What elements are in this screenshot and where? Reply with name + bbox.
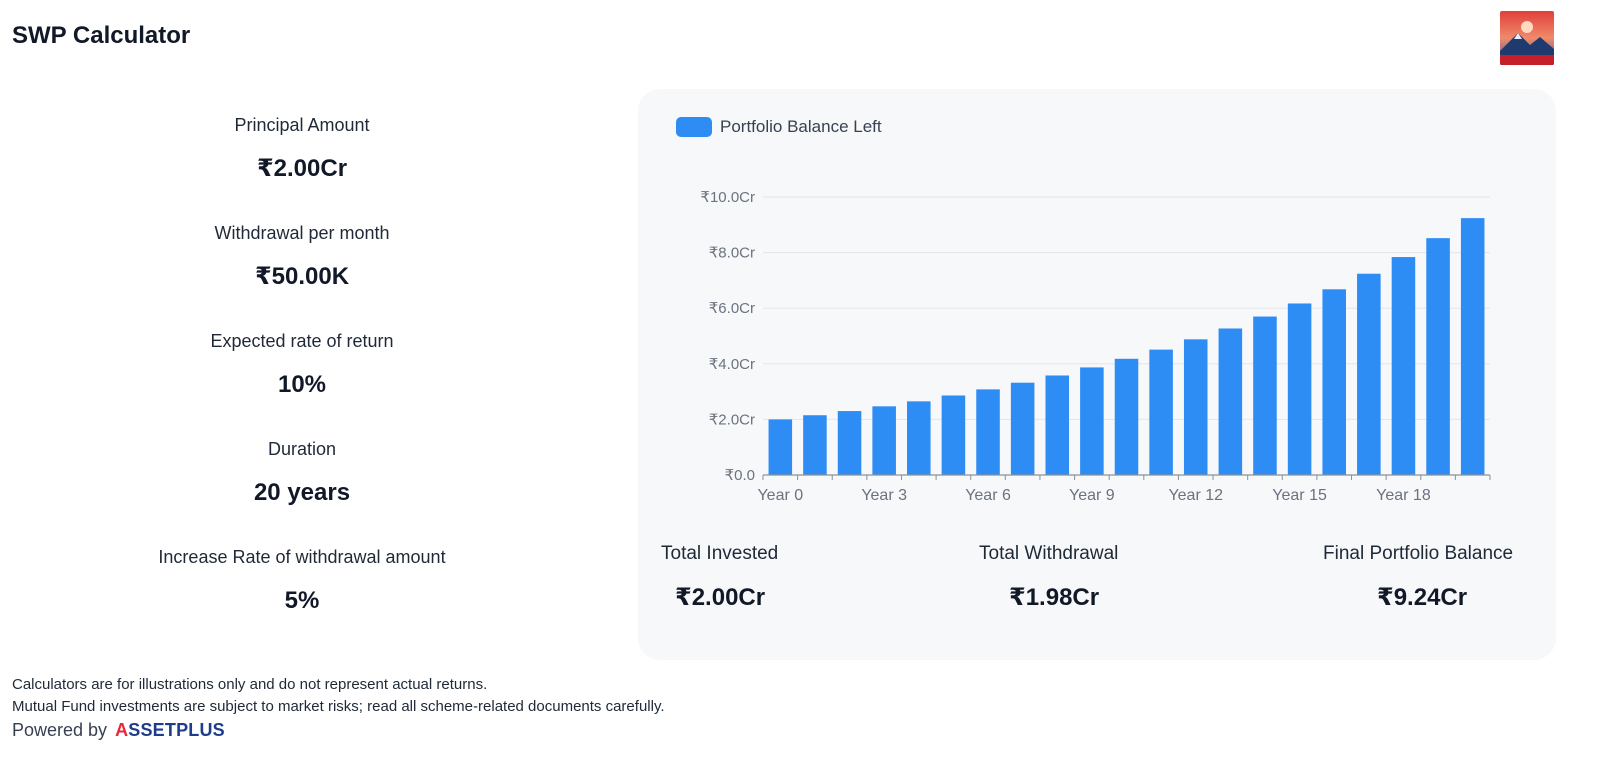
bar bbox=[1114, 358, 1139, 475]
increase-rate-label: Increase Rate of withdrawal amount bbox=[158, 547, 446, 567]
chart-legend[interactable]: Portfolio Balance Left bbox=[676, 117, 882, 137]
withdrawal-value[interactable]: ₹50.00K bbox=[254, 263, 350, 290]
powered-by-label: Powered by bbox=[12, 720, 108, 740]
legend-label: Portfolio Balance Left bbox=[720, 117, 882, 136]
brand-a: A bbox=[115, 720, 129, 740]
x-tick-label: Year 18 bbox=[1376, 487, 1431, 504]
final-balance-stat: Final Portfolio Balance ₹9.24Cr bbox=[1323, 543, 1513, 613]
principal-field[interactable]: Principal Amount ₹2.00Cr bbox=[0, 100, 604, 208]
input-panel: Principal Amount ₹2.00Cr Withdrawal per … bbox=[0, 100, 604, 640]
bar bbox=[1287, 303, 1312, 475]
x-tick-label: Year 12 bbox=[1168, 487, 1223, 504]
y-tick-label: ₹2.0Cr bbox=[709, 411, 755, 428]
principal-label: Principal Amount bbox=[234, 115, 370, 135]
bar bbox=[907, 401, 931, 475]
legend-swatch bbox=[676, 117, 712, 137]
bar bbox=[1253, 316, 1277, 475]
bar bbox=[1149, 349, 1173, 475]
bar bbox=[976, 389, 1000, 475]
y-tick-label: ₹6.0Cr bbox=[709, 300, 755, 317]
bar bbox=[768, 419, 793, 475]
bar bbox=[803, 415, 827, 475]
y-tick-label: ₹0.0 bbox=[725, 467, 755, 484]
brand-rest: SSETPLUS bbox=[128, 720, 225, 740]
total-withdrawal-label: Total Withdrawal bbox=[979, 543, 1119, 564]
bar bbox=[1391, 257, 1416, 475]
powered-by: Powered by ASSETPLUS bbox=[12, 720, 225, 741]
y-tick-label: ₹4.0Cr bbox=[709, 356, 755, 373]
portfolio-bar-chart: ₹0.0 ₹2.0Cr ₹4.0Cr ₹6.0Cr ₹8.0Cr ₹10.0Cr Year … bbox=[700, 189, 1491, 504]
return-rate-value[interactable]: 10% bbox=[277, 371, 327, 398]
duration-value[interactable]: 20 years bbox=[253, 479, 351, 506]
withdrawal-field[interactable]: Withdrawal per month ₹50.00K bbox=[0, 208, 604, 316]
bar bbox=[1080, 367, 1104, 475]
x-tick-label: Year 15 bbox=[1272, 487, 1327, 504]
bar bbox=[1045, 375, 1070, 475]
x-tick-label: Year 3 bbox=[861, 487, 907, 504]
bar bbox=[1218, 328, 1243, 475]
y-tick-label: ₹8.0Cr bbox=[709, 245, 755, 262]
disclaimer-line-2: Mutual Fund investments are subject to m… bbox=[12, 698, 665, 715]
bar bbox=[872, 406, 896, 475]
bar bbox=[1357, 273, 1381, 475]
duration-label: Duration bbox=[267, 439, 337, 459]
final-balance-value: ₹9.24Cr bbox=[1377, 584, 1468, 611]
results-card: Portfolio Balance Left ₹0.0 ₹2.0Cr ₹4.0Cr ₹… bbox=[638, 89, 1556, 660]
return-rate-label: Expected rate of return bbox=[210, 331, 394, 351]
total-withdrawal-value: ₹1.98Cr bbox=[1009, 584, 1100, 611]
assetplus-logo[interactable]: ASSETPLUS bbox=[115, 720, 225, 741]
bar bbox=[1322, 289, 1346, 475]
disclaimer: Calculators are for illustrations only a… bbox=[12, 674, 665, 718]
bar bbox=[1183, 339, 1208, 475]
principal-value[interactable]: ₹2.00Cr bbox=[256, 155, 348, 182]
final-balance-label: Final Portfolio Balance bbox=[1323, 543, 1514, 564]
increase-rate-value[interactable]: 5% bbox=[284, 587, 320, 614]
bar bbox=[1426, 238, 1450, 475]
total-invested-stat: Total Invested ₹2.00Cr bbox=[661, 543, 778, 613]
total-invested-label: Total Invested bbox=[661, 543, 779, 564]
x-tick-label: Year 0 bbox=[757, 487, 803, 504]
bar bbox=[1010, 382, 1035, 475]
page-title: SWP Calculator bbox=[12, 22, 191, 49]
total-invested-value: ₹2.00Cr bbox=[675, 584, 766, 611]
bar bbox=[1460, 218, 1485, 476]
increase-rate-field[interactable]: Increase Rate of withdrawal amount 5% bbox=[0, 532, 604, 640]
disclaimer-line-1: Calculators are for illustrations only a… bbox=[12, 676, 488, 693]
duration-field[interactable]: Duration 20 years bbox=[0, 424, 604, 532]
return-rate-field[interactable]: Expected rate of return 10% bbox=[0, 316, 604, 424]
bar bbox=[837, 411, 862, 475]
withdrawal-label: Withdrawal per month bbox=[214, 223, 390, 243]
y-tick-label: ₹10.0Cr bbox=[700, 189, 755, 206]
bar bbox=[941, 395, 966, 475]
mountain-sunset-avatar[interactable] bbox=[1500, 11, 1554, 65]
x-tick-label: Year 9 bbox=[1069, 487, 1115, 504]
x-tick-label: Year 6 bbox=[965, 487, 1011, 504]
total-withdrawal-stat: Total Withdrawal ₹1.98Cr bbox=[979, 543, 1118, 613]
